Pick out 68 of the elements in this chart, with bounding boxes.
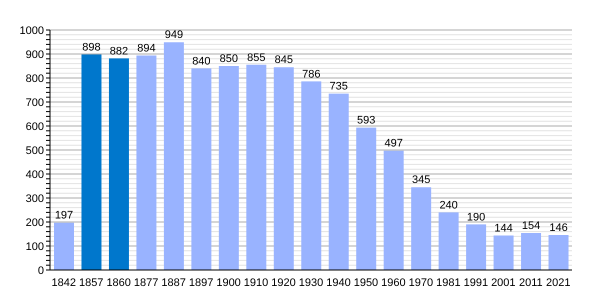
y-tick-label: 400 [26,168,44,181]
data-label: 146 [549,222,568,234]
x-tick-label: 2011 [518,276,543,289]
x-tick-label: 1887 [161,276,186,289]
x-tick-label: 1930 [298,276,324,289]
bar [164,42,184,270]
data-label: 190 [466,211,486,224]
data-label: 497 [384,138,403,150]
bar [191,68,212,270]
data-label: 898 [82,41,101,54]
x-tick-label: 1991 [464,276,488,289]
bar [356,128,376,270]
x-tick-label: 1940 [326,276,351,289]
x-tick-label: 1897 [188,276,214,289]
y-tick-label: 900 [26,48,44,61]
bar [328,94,349,270]
bar [301,81,322,270]
y-tick-label: 700 [26,96,44,109]
bar [246,64,266,270]
data-label: 144 [494,222,513,234]
x-tick-label: 1950 [354,276,378,289]
bar [136,55,156,270]
y-tick-label: 600 [26,120,44,133]
data-label: 735 [330,80,348,93]
data-label: 197 [54,210,74,222]
x-tick-label: 1860 [106,276,131,289]
x-tick-label: 1960 [381,276,406,289]
x-tick-label: 2001 [491,276,516,289]
y-tick-label: 200 [26,216,44,229]
x-tick-label: 1910 [244,276,268,289]
x-tick-label: 1842 [51,276,76,289]
data-label: 850 [220,53,238,65]
y-tick-label: 500 [26,144,44,157]
data-label: 845 [274,54,293,66]
y-tick-label: 100 [26,240,44,253]
data-label: 894 [137,42,156,54]
bar [494,235,514,270]
data-label: 882 [110,45,128,58]
data-label: 593 [357,114,376,127]
bar [548,234,569,270]
data-label: 786 [302,68,320,80]
data-label: 154 [522,220,540,232]
y-tick-label: 800 [26,72,44,85]
bar [54,222,74,270]
bar [384,150,404,270]
bar [108,58,129,270]
data-label: 345 [412,174,430,186]
bar [274,67,294,270]
bar [521,233,542,270]
data-label: 855 [247,52,266,64]
y-tick-label: 0 [38,264,44,277]
bar [218,66,239,270]
y-tick-label: 1000 [20,24,44,37]
data-label: 240 [439,199,458,212]
x-tick-label: 1920 [271,276,296,289]
bar [438,212,459,270]
bar [411,187,432,270]
x-tick-label: 1981 [436,276,461,289]
bar [466,224,486,270]
x-tick-label: 1900 [216,276,241,289]
x-tick-label: 2021 [546,276,571,289]
x-tick-label: 1970 [408,276,434,289]
x-tick-label: 1877 [134,276,158,289]
data-label: 949 [164,29,184,42]
bar [81,54,102,270]
data-label: 840 [192,55,211,68]
y-tick-label: 300 [26,192,44,205]
x-tick-label: 1857 [78,276,104,289]
